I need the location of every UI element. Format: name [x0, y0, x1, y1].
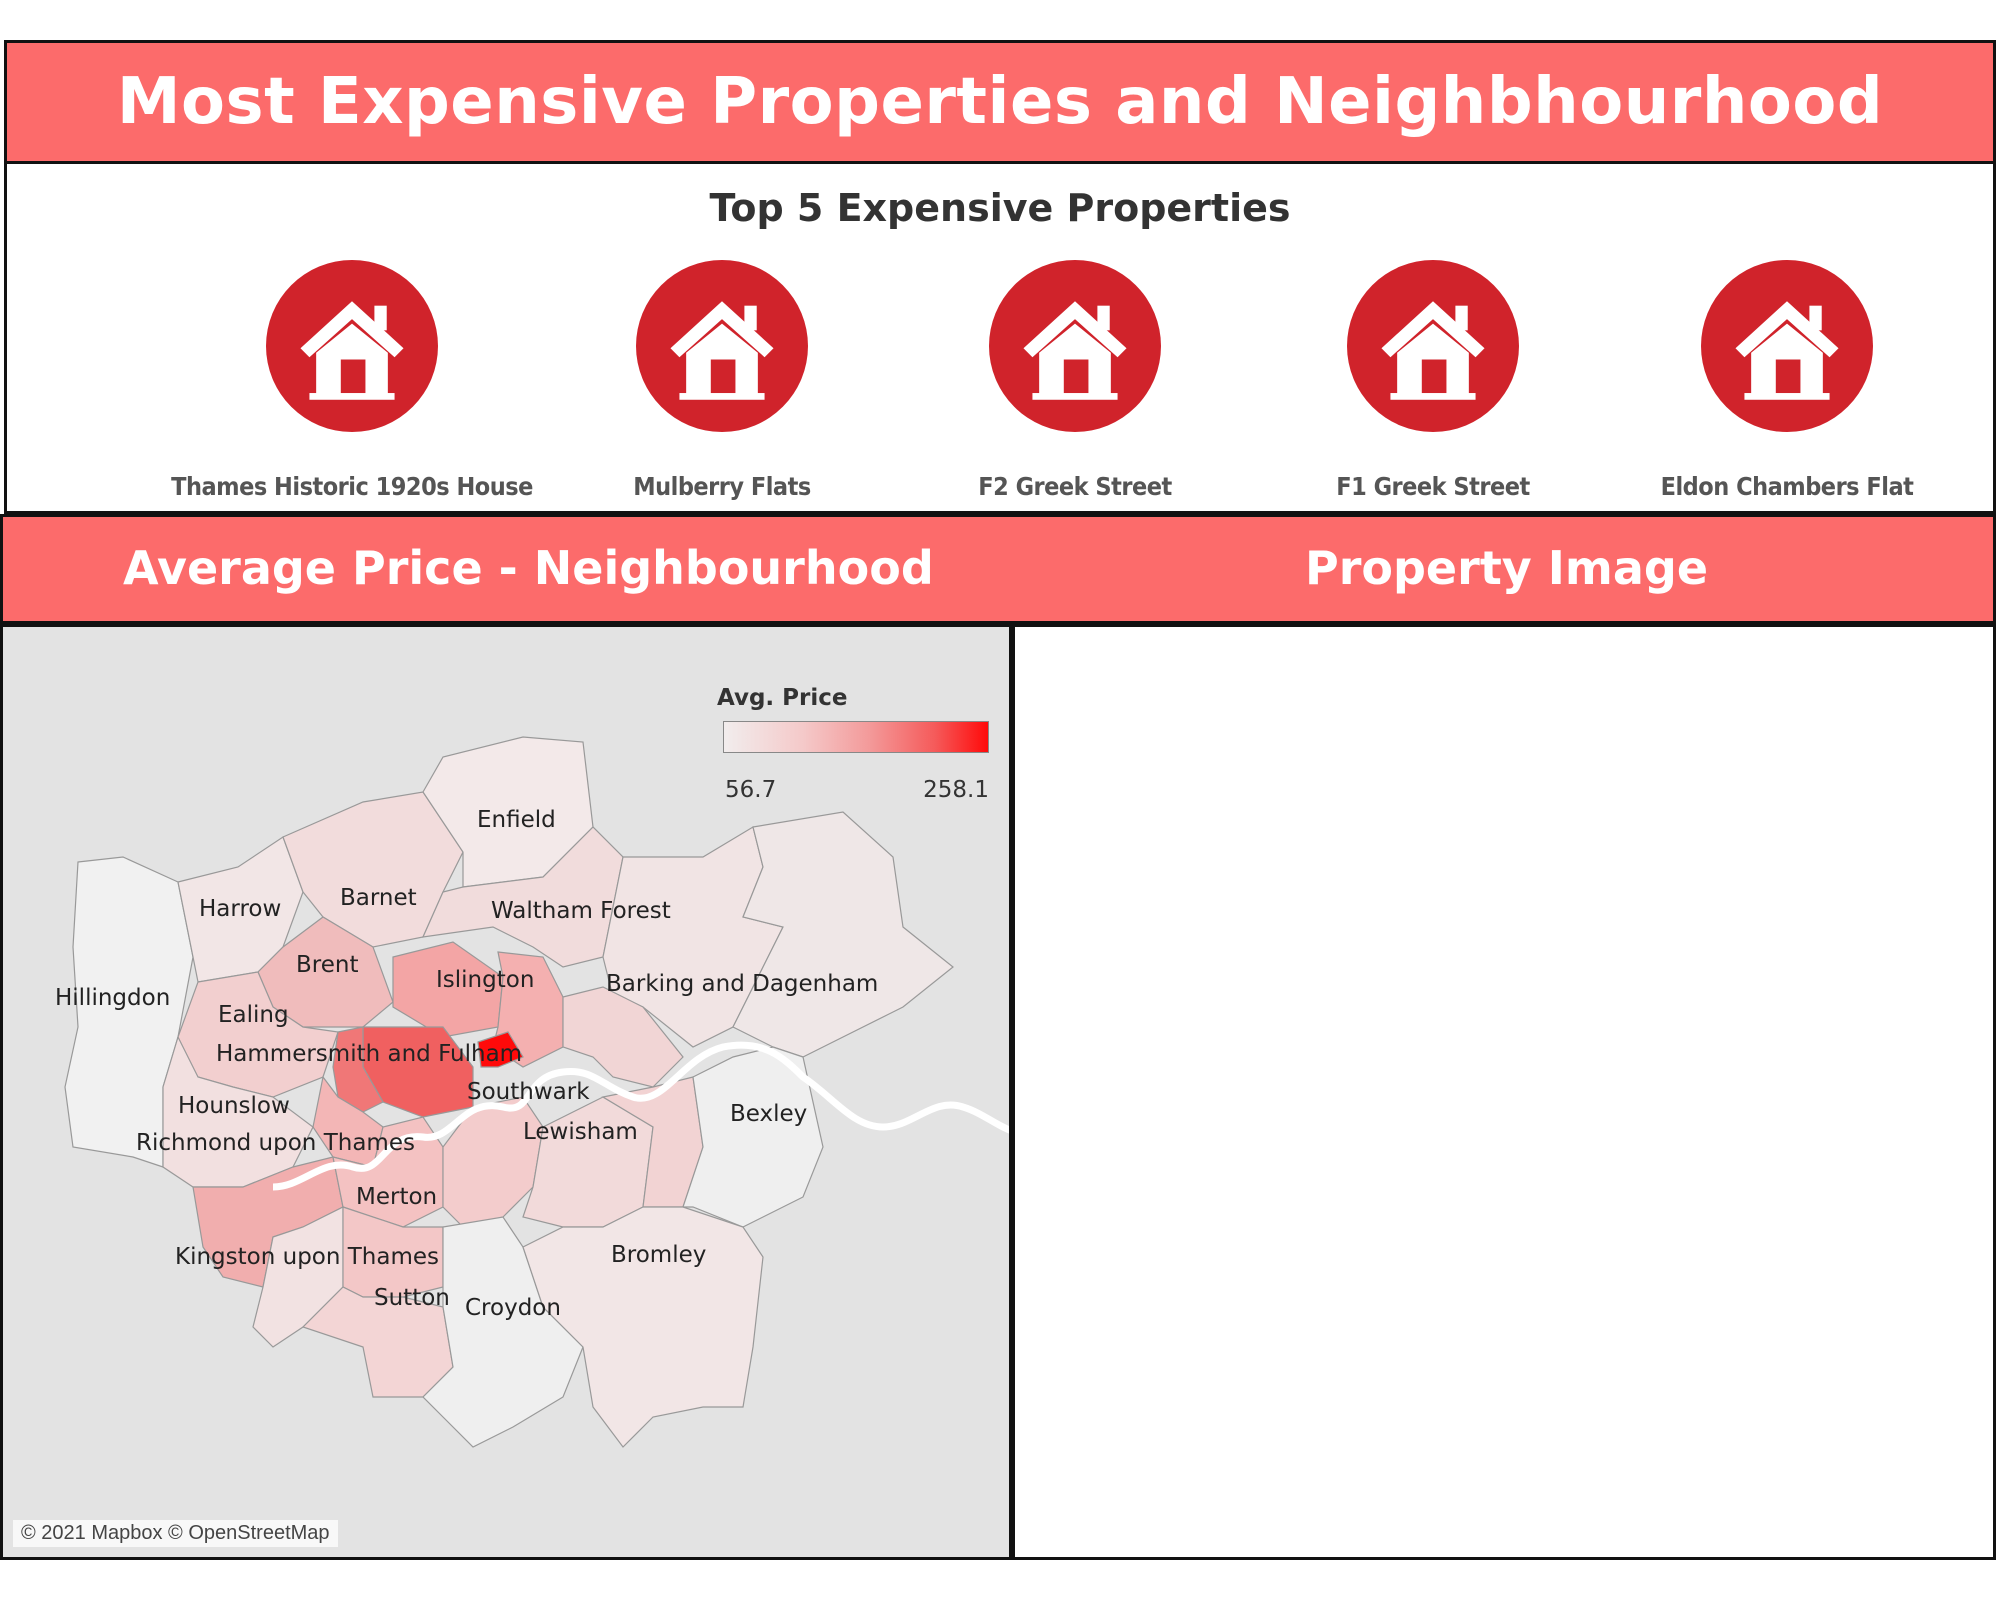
- house-icon[interactable]: [989, 260, 1161, 432]
- borough-label: Bexley: [730, 1101, 807, 1127]
- section-header-bar: Average Price - Neighbourhood Property I…: [0, 514, 1996, 624]
- house-glyph: [300, 301, 404, 400]
- property-name: Eldon Chambers Flat: [1660, 472, 1914, 501]
- legend-color-scale: [723, 721, 989, 753]
- house-glyph: [670, 301, 774, 400]
- top-properties-title: Top 5 Expensive Properties: [709, 186, 1291, 230]
- borough-camden[interactable]: [332, 1026, 384, 1113]
- borough-city-of-london[interactable]: [477, 1031, 524, 1068]
- map-canvas[interactable]: Enfield Harrow Barnet Waltham Forest Bre…: [3, 627, 1012, 1560]
- house-icon[interactable]: [266, 260, 438, 432]
- house-glyph: [1381, 301, 1485, 400]
- borough-label: Bromley: [611, 1242, 706, 1268]
- borough-label: Barnet: [340, 885, 417, 911]
- borough-label: Richmond upon Thames: [136, 1130, 415, 1156]
- borough-label: Kingston upon Thames: [175, 1244, 439, 1270]
- map-section-title: Average Price - Neighbourhood: [123, 541, 934, 595]
- legend-min-value: 56.7: [725, 777, 777, 803]
- property-item[interactable]: Mulberry Flats: [572, 260, 872, 510]
- legend-title: Avg. Price: [717, 685, 848, 711]
- price-legend: Avg. Price 56.7 258.1: [717, 685, 993, 803]
- property-name: Mulberry Flats: [633, 472, 811, 501]
- house-glyph: [1735, 301, 1839, 400]
- property-name: F2 Greek Street: [978, 472, 1172, 501]
- borough-label: Enfield: [477, 807, 556, 833]
- borough-label: Ealing: [218, 1002, 289, 1028]
- property-item[interactable]: Thames Historic 1920s House: [171, 260, 533, 510]
- borough-label: Brent: [296, 952, 358, 978]
- borough-label: Hounslow: [178, 1093, 290, 1119]
- borough-label: Sutton: [374, 1285, 450, 1311]
- property-image-panel: [1012, 624, 1996, 1560]
- borough-label: Croydon: [465, 1295, 561, 1321]
- dashboard-title: Most Expensive Properties and Neighbhour…: [116, 65, 1884, 139]
- borough-label: Islington: [436, 967, 534, 993]
- property-item[interactable]: Eldon Chambers Flat: [1637, 260, 1937, 510]
- image-section-title: Property Image: [1305, 541, 1709, 595]
- borough-label: Hillingdon: [55, 985, 170, 1011]
- borough-label: Harrow: [199, 896, 281, 922]
- borough-hounslow[interactable]: [162, 1035, 314, 1188]
- property-name: Thames Historic 1920s House: [171, 472, 533, 501]
- borough-label: Barking and Dagenham: [606, 971, 878, 997]
- map-attribution[interactable]: © 2021 Mapbox © OpenStreetMap: [13, 1520, 338, 1547]
- house-icon[interactable]: [1701, 260, 1873, 432]
- dashboard-title-banner: Most Expensive Properties and Neighbhour…: [4, 40, 1996, 164]
- neighbourhood-map[interactable]: Enfield Harrow Barnet Waltham Forest Bre…: [0, 624, 1012, 1560]
- legend-max-value: 258.1: [923, 777, 989, 803]
- top-properties-panel: Top 5 Expensive Properties Thames Histor…: [4, 164, 1996, 514]
- borough-label: Hammersmith and Fulham: [216, 1041, 522, 1067]
- borough-label: Merton: [356, 1184, 437, 1210]
- borough-label: Southwark: [467, 1079, 590, 1105]
- house-icon[interactable]: [1347, 260, 1519, 432]
- property-name: F1 Greek Street: [1336, 472, 1530, 501]
- borough-label: Waltham Forest: [491, 898, 671, 924]
- house-glyph: [1023, 301, 1127, 400]
- property-item[interactable]: F2 Greek Street: [925, 260, 1225, 510]
- thames-river: [272, 1041, 1009, 1191]
- house-icon[interactable]: [636, 260, 808, 432]
- property-item[interactable]: F1 Greek Street: [1283, 260, 1583, 510]
- borough-bromley[interactable]: [522, 1206, 764, 1448]
- borough-label: Lewisham: [523, 1119, 638, 1145]
